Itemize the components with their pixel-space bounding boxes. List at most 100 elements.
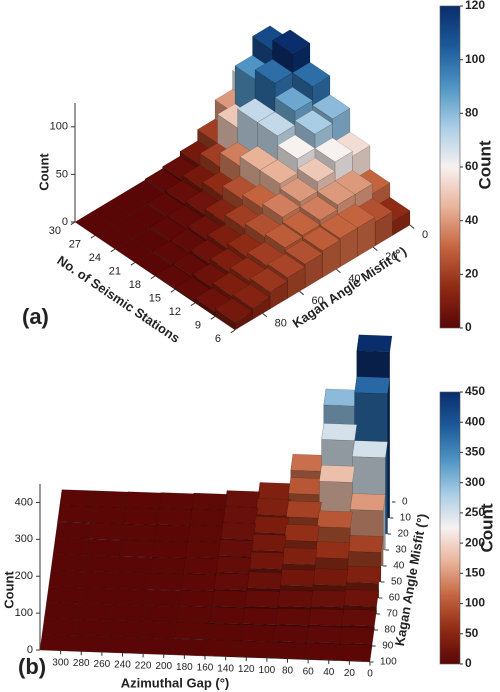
- bar: [48, 569, 85, 588]
- bar-top: [345, 565, 382, 584]
- x-tick: [190, 302, 196, 307]
- bar-top: [283, 524, 320, 542]
- bar-top: [272, 625, 309, 643]
- colorbar-tick-label: 120: [465, 0, 485, 12]
- colorbar-tick-label: 80: [465, 106, 479, 120]
- bar-top: [254, 59, 293, 84]
- colorbar-tick-label: 350: [465, 445, 485, 459]
- bar-top: [341, 608, 377, 627]
- y-tick: [335, 268, 341, 274]
- x-tick: [130, 262, 136, 266]
- bar: [107, 620, 144, 638]
- bar: [180, 573, 217, 593]
- bar-top: [275, 607, 311, 626]
- bar-top: [206, 623, 243, 642]
- bar-top: [253, 516, 289, 534]
- y-tick-label: 20: [385, 251, 397, 263]
- bar: [143, 605, 179, 624]
- x-tick: [230, 329, 236, 334]
- x-tick-label: 24: [89, 252, 101, 264]
- bar-top: [151, 540, 188, 559]
- bar-top: [272, 29, 311, 55]
- bar-top: [55, 521, 91, 540]
- x-tick-label: 80: [282, 666, 294, 677]
- bar-top: [44, 601, 80, 620]
- bar-top: [277, 134, 316, 160]
- bar: [52, 537, 89, 556]
- bar-top: [308, 608, 344, 627]
- bar: [88, 522, 124, 541]
- bar-top: [286, 500, 322, 519]
- colorbar: [439, 391, 461, 665]
- bar-top: [88, 522, 124, 541]
- colorbar-tick-label: 100: [465, 596, 485, 610]
- bar-top: [215, 556, 252, 574]
- bar-top: [292, 62, 331, 87]
- bar: [239, 624, 276, 643]
- x-tick-label: 180: [176, 662, 193, 673]
- bar-top: [182, 557, 219, 575]
- bar: [72, 634, 109, 653]
- bar-top: [107, 620, 144, 638]
- bar-top: [222, 506, 259, 524]
- x-tick: [150, 275, 156, 280]
- bar-top: [79, 586, 116, 605]
- bar-top: [39, 633, 76, 652]
- bar-top: [191, 492, 228, 511]
- bar-top: [114, 572, 151, 590]
- bar-top: [270, 641, 307, 660]
- x-tick-label: 20: [344, 668, 356, 679]
- bar-top: [284, 239, 323, 265]
- bar-top: [297, 157, 336, 183]
- y-tick-label: 0: [422, 229, 428, 241]
- bar: [158, 492, 195, 512]
- bar-top: [282, 211, 321, 236]
- x-tick-label: 40: [323, 667, 335, 678]
- bar-top: [267, 253, 306, 278]
- bar-top: [143, 605, 179, 624]
- bar-top: [90, 506, 127, 525]
- bar-top: [257, 482, 294, 500]
- colorbar-label: Count: [477, 503, 496, 552]
- bar-top: [343, 589, 380, 607]
- bar-top: [279, 177, 318, 203]
- bar-top: [255, 498, 292, 516]
- z-axis-title: Count: [1, 571, 16, 609]
- y-tick-label: 0: [402, 497, 408, 508]
- bar: [114, 572, 151, 590]
- bar-top: [46, 585, 83, 604]
- bar-top: [237, 640, 274, 659]
- bar: [55, 521, 91, 540]
- z-tick-label: 100: [50, 121, 68, 133]
- bar-top: [249, 267, 288, 293]
- bar: [50, 553, 87, 572]
- bar: [242, 607, 278, 627]
- bar: [204, 639, 241, 658]
- bar-top: [336, 643, 373, 662]
- bar-top: [321, 423, 358, 441]
- bar: [184, 540, 221, 561]
- bar-top: [59, 489, 96, 508]
- bar: [206, 623, 243, 642]
- bar-top: [299, 195, 338, 221]
- bar: [270, 641, 307, 660]
- bar-top: [323, 388, 360, 407]
- panel-label: (b): [18, 654, 46, 679]
- bar-top: [85, 538, 122, 557]
- bar-top: [277, 589, 314, 608]
- z-tick-label: 200: [15, 570, 33, 582]
- bar: [121, 523, 157, 542]
- x-tick-label: 140: [217, 663, 234, 674]
- y-tick-label: 20: [398, 529, 410, 540]
- bar-top: [312, 94, 351, 120]
- bar: [176, 606, 212, 625]
- bar-top: [138, 637, 175, 656]
- y-tick-label: 80: [275, 317, 287, 329]
- colorbar-tick-label: 250: [465, 505, 485, 519]
- bar-top: [180, 573, 217, 592]
- bar-top: [294, 109, 333, 135]
- bar: [156, 508, 193, 528]
- panel-label: (a): [22, 304, 49, 329]
- bar-top: [149, 556, 186, 575]
- y-tick-label: 40: [348, 273, 360, 285]
